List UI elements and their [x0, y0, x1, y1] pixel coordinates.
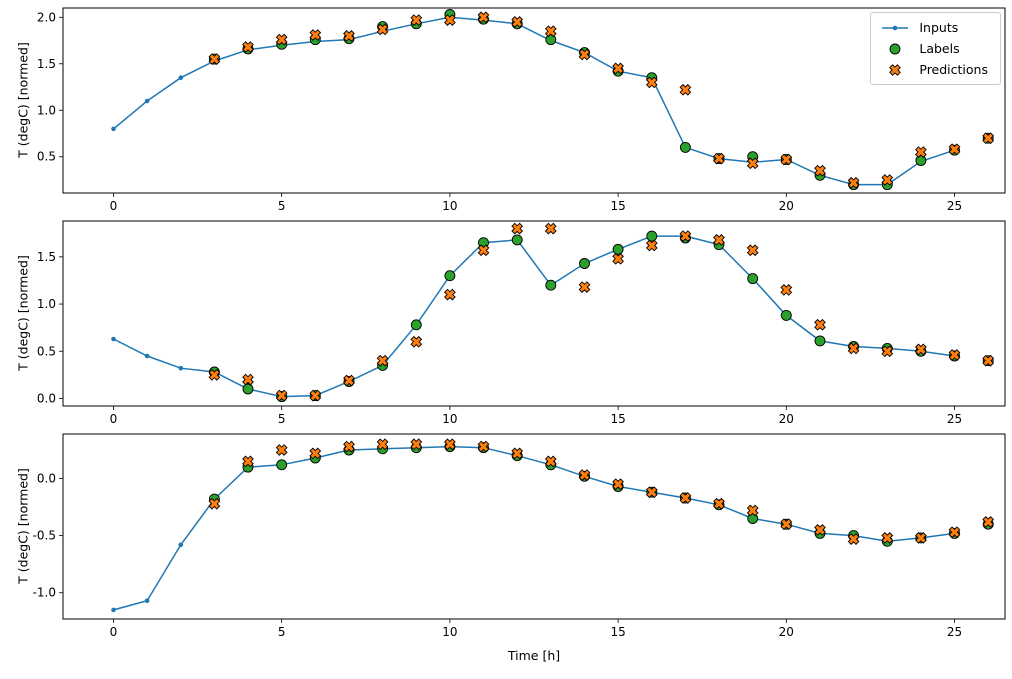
- subplot-top: 0 5 10 15 20 25 0.5 1.0 1.5 2.0: [37, 7, 1006, 213]
- y-axis-label-top: T (degC) [normed]: [15, 42, 31, 158]
- x-tick-label: 25: [947, 625, 962, 639]
- axes-frame: [62, 220, 1006, 407]
- predictions-series: [208, 11, 995, 189]
- predictions-series: [208, 222, 995, 402]
- inputs-line-icon: [882, 25, 909, 30]
- y-tick-label: -0.5: [33, 529, 56, 543]
- labels-marker-icon: [889, 43, 901, 54]
- x-tick-label: 0: [110, 412, 118, 426]
- x-tick-label: 25: [947, 412, 962, 426]
- y-tick-label: 0.0: [37, 472, 56, 486]
- y-tick-label: 1.0: [37, 103, 56, 117]
- x-tick-label: 10: [442, 412, 457, 426]
- x-tick-label: 15: [610, 625, 625, 639]
- y-tick-label: -1.0: [33, 586, 56, 600]
- y-tick-label: 0.0: [37, 391, 56, 405]
- x-tick-label: 0: [110, 199, 118, 213]
- y-tick-label: 1.5: [37, 57, 56, 71]
- y-tick-label: 2.0: [37, 10, 56, 24]
- legend-item-predictions: Predictions: [880, 62, 988, 77]
- predictions-marker-icon: [889, 63, 902, 76]
- axis-ticks: 0 5 10 15 20 25 0.0 0.5 1.0 1.5: [37, 250, 962, 426]
- x-tick-label: 20: [779, 625, 794, 639]
- y-tick-label: 1.5: [37, 250, 56, 264]
- y-tick-label: 1.0: [37, 297, 56, 311]
- axis-ticks: 0 5 10 15 20 25 -1.0 -0.5 0.0: [33, 472, 963, 639]
- x-tick-label: 5: [278, 625, 286, 639]
- y-tick-label: 0.5: [37, 344, 56, 358]
- y-axis-label-middle: T (degC) [normed]: [15, 255, 31, 371]
- legend-label-inputs: Inputs: [919, 20, 959, 35]
- x-tick-label: 10: [442, 199, 457, 213]
- subplot-bottom: 0 5 10 15 20 25 -1.0 -0.5 0.0: [33, 433, 1006, 639]
- y-axis-label-bottom: T (degC) [normed]: [15, 468, 31, 584]
- x-tick-label: 5: [278, 412, 286, 426]
- x-axis-label: Time [h]: [507, 648, 561, 663]
- x-tick-label: 10: [442, 625, 457, 639]
- x-tick-label: 20: [779, 412, 794, 426]
- x-tick-label: 20: [779, 199, 794, 213]
- legend-item-inputs: Inputs: [880, 20, 988, 35]
- axes-frame: [62, 7, 1006, 194]
- legend-label-labels: Labels: [919, 41, 960, 56]
- y-tick-label: 0.5: [37, 150, 56, 164]
- axis-ticks: 0 5 10 15 20 25 0.5 1.0 1.5 2.0: [37, 10, 962, 213]
- legend-item-labels: Labels: [880, 41, 988, 56]
- predictions-series: [208, 438, 995, 545]
- x-tick-label: 25: [947, 199, 962, 213]
- subplot-middle: 0 5 10 15 20 25 0.0 0.5 1.0 1.5: [37, 220, 1006, 426]
- x-tick-label: 15: [610, 199, 625, 213]
- axes-frame: [62, 433, 1006, 620]
- legend: Inputs Labels Predictions: [870, 12, 1001, 85]
- x-tick-label: 15: [610, 412, 625, 426]
- x-tick-label: 0: [110, 625, 118, 639]
- legend-label-predictions: Predictions: [919, 62, 988, 77]
- x-tick-label: 5: [278, 199, 286, 213]
